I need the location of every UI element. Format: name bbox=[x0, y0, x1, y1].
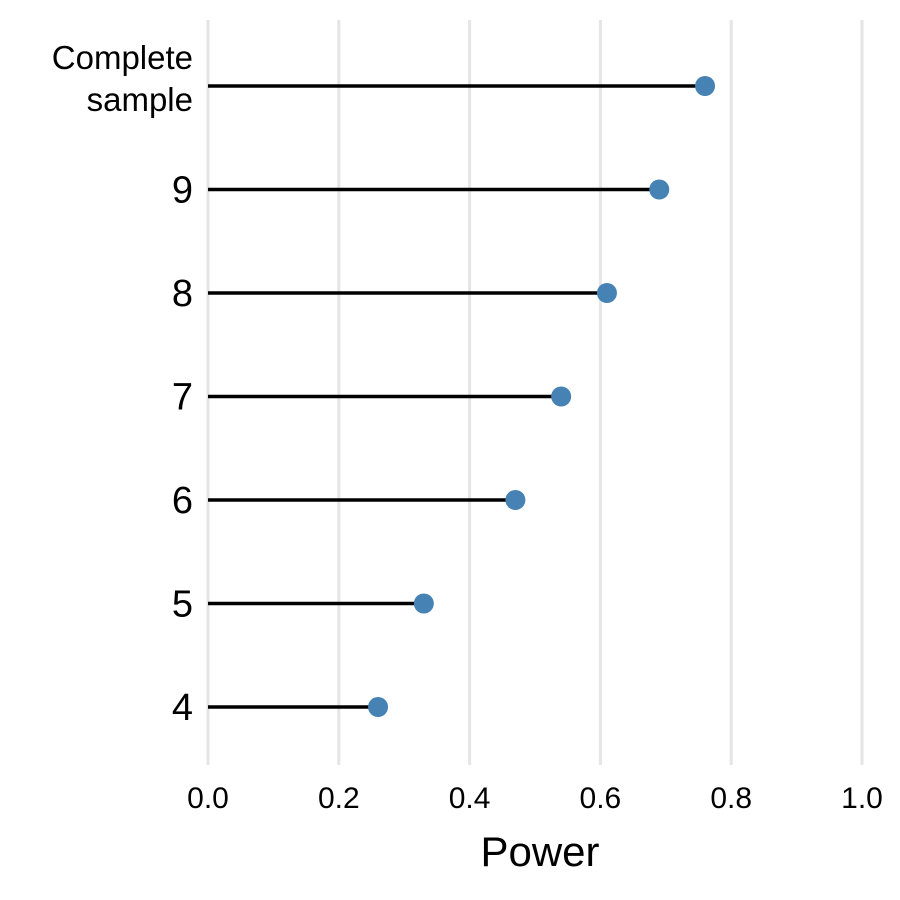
category-label: Complete bbox=[52, 39, 193, 76]
category-label: 4 bbox=[172, 687, 193, 729]
lollipop-point bbox=[505, 490, 526, 510]
lollipop-point bbox=[551, 386, 572, 407]
x-tick-label: 0.6 bbox=[580, 782, 622, 815]
x-tick-labels: 0.0 0.2 0.4 0.6 0.8 1.0 bbox=[187, 782, 883, 815]
stems bbox=[208, 84, 706, 709]
x-tick-label: 0.2 bbox=[318, 782, 360, 815]
category-label: 6 bbox=[172, 480, 193, 522]
x-tick-label: 0.0 bbox=[187, 782, 229, 815]
lollipop-point bbox=[368, 697, 389, 717]
category-labels: Complete sample 9 8 7 6 5 4 bbox=[52, 39, 193, 729]
points bbox=[368, 76, 716, 717]
category-label: 7 bbox=[172, 377, 193, 419]
lollipop-point bbox=[695, 76, 716, 96]
category-label: 9 bbox=[172, 170, 193, 212]
category-label: 5 bbox=[172, 584, 193, 626]
category-label: 8 bbox=[172, 273, 193, 315]
lollipop-point bbox=[596, 283, 617, 303]
category-label: sample bbox=[87, 81, 193, 118]
x-tick-label: 1.0 bbox=[841, 782, 883, 815]
lollipop-point bbox=[413, 593, 434, 614]
x-tick-label: 0.8 bbox=[710, 782, 752, 815]
grid-lines bbox=[206, 20, 864, 765]
x-axis-title: Power bbox=[480, 828, 599, 875]
x-tick-label: 0.4 bbox=[449, 782, 491, 815]
lollipop-point bbox=[649, 179, 670, 200]
